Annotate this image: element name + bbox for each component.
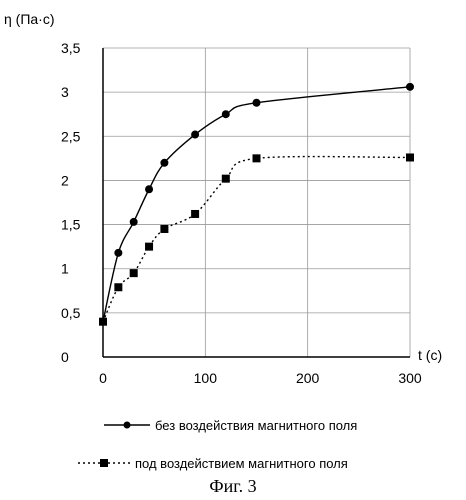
series-2-point-7 xyxy=(253,154,261,162)
x-axis-label: t (c) xyxy=(418,347,442,363)
series-1-point-6 xyxy=(222,110,230,118)
series-1-point-8 xyxy=(406,83,414,91)
legend-marker-series-1 xyxy=(124,422,131,429)
series-markers xyxy=(99,83,414,326)
legend-marker-series-2 xyxy=(100,459,108,467)
series-2-point-4 xyxy=(160,225,168,233)
series-2-point-1 xyxy=(114,283,122,291)
series-2-point-8 xyxy=(406,153,414,161)
series-2-point-6 xyxy=(222,175,230,183)
y-axis-label: η (Па·с) xyxy=(4,11,55,27)
series-1-point-3 xyxy=(145,185,153,193)
x-tick-label-2: 200 xyxy=(296,370,320,386)
series-2-point-0 xyxy=(99,318,107,326)
legend-label-series-2: под воздействием магнитного поля xyxy=(135,456,348,471)
series-1-point-7 xyxy=(253,99,261,107)
y-tick-label-6: 3 xyxy=(61,84,69,100)
y-tick-label-1: 0,5 xyxy=(61,305,81,321)
y-tick-label-2: 1 xyxy=(61,261,69,277)
x-tick-label-1: 100 xyxy=(194,370,218,386)
grid-lines xyxy=(103,48,410,357)
series-1-point-5 xyxy=(191,131,199,139)
y-tick-label-5: 2,5 xyxy=(61,128,81,144)
series-2-line xyxy=(103,157,410,322)
series-lines xyxy=(103,87,410,322)
legend-label-series-1: без воздействия магнитного поля xyxy=(155,418,357,433)
series-1-point-2 xyxy=(130,218,138,226)
y-tick-label-7: 3,5 xyxy=(61,40,81,56)
axes xyxy=(103,48,410,357)
series-2-point-5 xyxy=(191,210,199,218)
series-1-point-4 xyxy=(160,159,168,167)
figure-caption: Фиг. 3 xyxy=(209,476,256,496)
legend: без воздействия магнитного поля под возд… xyxy=(78,418,357,471)
y-tick-label-0: 0 xyxy=(61,349,69,365)
x-tick-label-0: 0 xyxy=(99,370,107,386)
series-1-line xyxy=(103,87,410,322)
series-1-point-1 xyxy=(114,249,122,257)
series-2-point-3 xyxy=(145,243,153,251)
y-tick-label-4: 2 xyxy=(61,172,69,188)
y-tick-label-3: 1,5 xyxy=(61,217,81,233)
x-tick-label-3: 300 xyxy=(398,370,422,386)
series-2-point-2 xyxy=(130,269,138,277)
